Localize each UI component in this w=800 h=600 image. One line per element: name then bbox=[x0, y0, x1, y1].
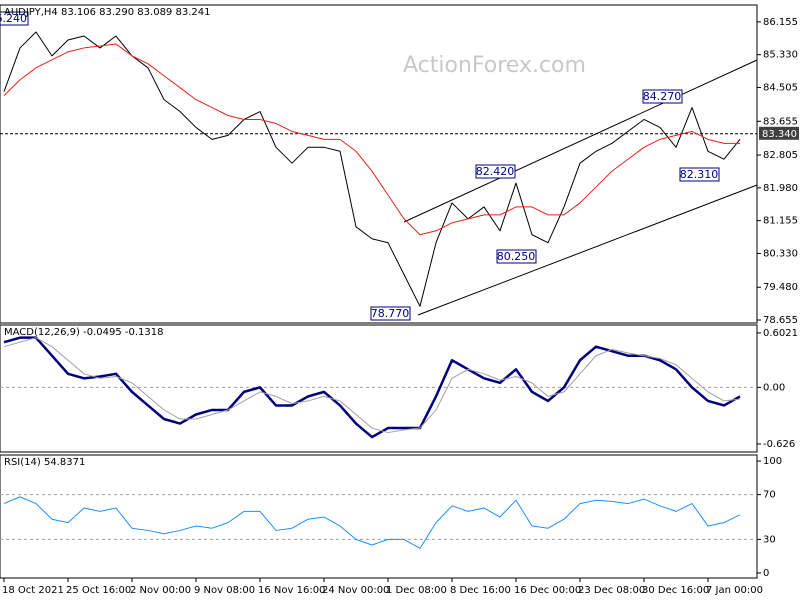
series-line bbox=[3, 43, 740, 236]
y-tick-label: 81.980 bbox=[763, 183, 798, 194]
pane-title: AUDJPY,H4 83.106 83.290 83.089 83.241 bbox=[4, 7, 210, 18]
x-tick-label: 24 Nov 00:00 bbox=[322, 585, 389, 596]
y-tick-label: -0.626 bbox=[763, 439, 795, 450]
x-tick-label: 16 Nov 16:00 bbox=[258, 585, 325, 596]
y-tick-label: 85.330 bbox=[763, 50, 798, 61]
x-tick-label: 23 Dec 08:00 bbox=[578, 585, 645, 596]
x-tick-label: 16 Dec 00:00 bbox=[514, 585, 581, 596]
series-line bbox=[3, 336, 741, 439]
annotation: 82.310 bbox=[679, 167, 720, 182]
y-tick-label: 82.805 bbox=[763, 150, 798, 161]
y-tick-label: 70 bbox=[763, 490, 776, 501]
y-tick-label: 30 bbox=[763, 534, 776, 545]
annotation: 78.770 bbox=[370, 306, 411, 321]
x-tick-label: 9 Nov 08:00 bbox=[194, 585, 255, 596]
y-tick-label: 84.505 bbox=[763, 82, 798, 93]
y-tick-label: 80.330 bbox=[763, 248, 798, 259]
y-tick-label: 83.655 bbox=[763, 116, 798, 127]
annotation-label: 82.420 bbox=[476, 165, 515, 178]
pane-frame bbox=[0, 324, 758, 453]
annotation-label: 78.770 bbox=[371, 307, 410, 320]
y-tick-label: 0.00 bbox=[763, 382, 785, 393]
channel-upper bbox=[403, 59, 758, 223]
y-tick-label: 81.155 bbox=[763, 216, 798, 227]
y-tick-label: 79.480 bbox=[763, 282, 798, 293]
series-line bbox=[3, 337, 741, 434]
y-tick-label: 100 bbox=[763, 456, 782, 467]
annotation-label: 86.240 bbox=[0, 12, 27, 25]
x-tick-label: 18 Oct 2021 bbox=[2, 585, 64, 596]
y-tick-label: 78.655 bbox=[763, 315, 798, 326]
current-price-label: 83.340 bbox=[762, 129, 797, 140]
y-tick-label: 0 bbox=[763, 568, 769, 579]
y-tick-label: 0.6021 bbox=[763, 328, 798, 339]
pane-frame bbox=[0, 4, 758, 324]
pane-frame bbox=[0, 454, 758, 579]
x-tick-label: 2 Nov 00:00 bbox=[130, 585, 191, 596]
x-tick-label: 8 Dec 16:00 bbox=[450, 585, 511, 596]
annotation-label: 82.310 bbox=[680, 168, 719, 181]
series-line bbox=[3, 496, 741, 549]
annotation: 82.420 bbox=[475, 164, 516, 179]
y-tick-label: 86.155 bbox=[763, 17, 798, 28]
pane-title: RSI(14) 54.8371 bbox=[4, 457, 85, 468]
x-tick-label: 25 Oct 16:00 bbox=[66, 585, 131, 596]
annotation: 80.250 bbox=[496, 249, 537, 264]
x-tick-label: 1 Dec 08:00 bbox=[386, 585, 447, 596]
annotation: 86.240 bbox=[0, 11, 29, 26]
annotation-label: 84.270 bbox=[643, 90, 682, 103]
current-price-box bbox=[759, 126, 799, 140]
annotation: 84.270 bbox=[642, 89, 683, 104]
pane-title: MACD(12,26,9) -0.0495 -0.1318 bbox=[4, 327, 164, 338]
x-tick-label: 30 Dec 16:00 bbox=[642, 585, 709, 596]
series-line bbox=[3, 31, 741, 307]
channel-lower bbox=[417, 184, 758, 316]
x-tick-label: 7 Jan 00:00 bbox=[706, 585, 763, 596]
annotation-label: 80.250 bbox=[497, 250, 536, 263]
watermark: ActionForex.com bbox=[403, 53, 586, 78]
